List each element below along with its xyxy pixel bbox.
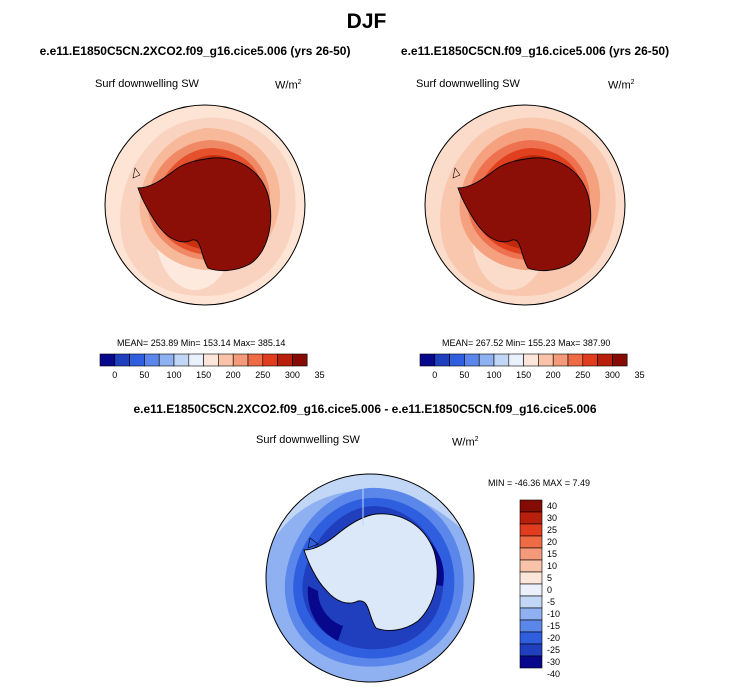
panel-1-colorbar-swatch xyxy=(158,353,175,367)
panel-3-stats: MIN = -46.36 MAX = 7.49 xyxy=(488,478,591,488)
panel-1-colorbar-swatch xyxy=(129,353,145,367)
panel-1-colorbar-tick-label: 150 xyxy=(196,370,211,380)
panel-3-colorbar-swatch xyxy=(519,559,543,573)
panel-2-colorbar-tick-label: 150 xyxy=(516,370,531,380)
panel-3-colorbar-tick-label: -40 xyxy=(547,669,560,678)
panel-3-colorbar-tick-label: -25 xyxy=(547,645,560,655)
panel-1-variable: Surf downwelling SW xyxy=(95,78,199,90)
panel-3-colorbar-swatch xyxy=(519,523,543,537)
panel-3-colorbar-tick-label: 15 xyxy=(547,549,557,559)
panel-1-colorbar-swatch xyxy=(114,353,130,367)
panel-2-variable: Surf downwelling SW xyxy=(416,78,520,90)
panel-3-colorbar-swatch xyxy=(519,595,543,609)
panel-3-colorbar-swatch xyxy=(519,643,543,657)
panel-3-units: W/m2 xyxy=(452,436,479,449)
panel-2-polar-map xyxy=(424,104,626,306)
panel-2-colorbar-swatch xyxy=(464,353,480,367)
panel-2-colorbar-tick-label: 200 xyxy=(546,370,561,380)
panel-1-colorbar-swatch xyxy=(144,353,160,367)
panel-2-colorbar-swatch xyxy=(434,353,450,367)
panel-2-colorbar-swatch xyxy=(597,353,613,367)
panel-1-colorbar-swatch xyxy=(247,353,264,367)
panel-1-colorbar-swatch xyxy=(203,353,219,367)
panel-3-colorbar-tick-label: -5 xyxy=(547,597,555,607)
panel-1-colorbar: 0 50 100 150 200 250 300 350 xyxy=(99,353,325,380)
panel-2-colorbar-swatch xyxy=(449,353,465,367)
panel-3-variable: Surf downwelling SW xyxy=(256,434,360,446)
panel-3-colorbar-swatch xyxy=(519,655,543,669)
panel-1-colorbar-swatch xyxy=(99,353,116,367)
panel-3-polar-map xyxy=(265,473,475,683)
panel-3-colorbar-swatch xyxy=(519,607,543,621)
panel-3-colorbar-swatch xyxy=(519,499,543,513)
panel-1-polar-map xyxy=(104,104,306,306)
panel-3-title: e.e11.E1850C5CN.2XCO2.f09_g16.cice5.006 … xyxy=(133,402,597,416)
panel-2-colorbar-tick-label: 0 xyxy=(432,370,437,380)
panel-1-colorbar-swatch xyxy=(188,353,204,367)
panel-3-colorbar-tick-label: 20 xyxy=(547,537,557,547)
panel-3-colorbar-tick-label: 10 xyxy=(547,561,557,571)
panel-3-colorbar-tick-label: -20 xyxy=(547,633,560,643)
panel-1-colorbar-swatch xyxy=(232,353,249,367)
panel-1-units: W/m2 xyxy=(275,79,302,92)
panel-1-colorbar-swatch xyxy=(173,353,190,367)
panel-1-colorbar-tick-label: 200 xyxy=(226,370,241,380)
panel-2-colorbar-tick-label: 250 xyxy=(575,370,590,380)
panel-2-colorbar-swatch xyxy=(478,353,495,367)
panel-1-stats: MEAN= 253.89 Min= 153.14 Max= 385.14 xyxy=(117,338,286,348)
panel-2-colorbar-tick-label: 100 xyxy=(486,370,501,380)
panel-3-colorbar-swatch xyxy=(519,631,543,645)
panel-2-colorbar: 0 50 100 150 200 250 300 350 xyxy=(419,353,645,380)
panel-3-colorbar-tick-label: -15 xyxy=(547,621,560,631)
panel-2-colorbar-swatch xyxy=(523,353,539,367)
panel-1-colorbar-tick-label: 350 xyxy=(314,370,325,380)
panel-2-colorbar-swatch xyxy=(612,353,628,367)
panel-3-colorbar-tick-label: -10 xyxy=(547,609,560,619)
panel-1-colorbar-swatch xyxy=(262,353,278,367)
panel-2-colorbar-tick-label: 50 xyxy=(459,370,469,380)
panel-3-colorbar-tick-label: 5 xyxy=(547,573,552,583)
panel-2-stats: MEAN= 267.52 Min= 155.23 Max= 387.90 xyxy=(442,338,611,348)
panel-3-colorbar-swatch xyxy=(519,619,543,633)
panel-3-colorbar-swatch xyxy=(519,547,543,561)
panel-2-title: e.e11.E1850C5CN.f09_g16.cice5.006 (yrs 2… xyxy=(400,44,670,58)
panel-1-colorbar-swatch xyxy=(277,353,293,367)
panel-2-colorbar-swatch xyxy=(567,353,584,367)
panel-2-colorbar-tick-label: 300 xyxy=(605,370,620,380)
panel-3-colorbar-swatch xyxy=(519,511,543,525)
panel-3-colorbar-tick-label: 25 xyxy=(547,525,557,535)
panel-2-colorbar-swatch xyxy=(419,353,436,367)
panel-3-colorbar-swatch xyxy=(519,571,543,585)
figure-title: DJF xyxy=(346,10,387,33)
panel-1-colorbar-tick-label: 100 xyxy=(166,370,181,380)
panel-3-colorbar-tick-label: 40 xyxy=(547,501,557,511)
panel-1-colorbar-swatch xyxy=(218,353,234,367)
panel-3-colorbar-swatch xyxy=(519,583,543,597)
panel-1-title: e.e11.E1850C5CN.2XCO2.f09_g16.cice5.006 … xyxy=(39,44,351,58)
panel-3-colorbar-tick-label: -30 xyxy=(547,657,560,667)
panel-2-colorbar-swatch xyxy=(582,353,598,367)
panel-3-colorbar-tick-label: 30 xyxy=(547,513,557,523)
panel-2-colorbar-swatch xyxy=(493,353,510,367)
panel-1-colorbar-tick-label: 300 xyxy=(285,370,300,380)
panel-1-colorbar-tick-label: 50 xyxy=(139,370,149,380)
panel-2-colorbar-tick-label: 350 xyxy=(634,370,645,380)
panel-1-colorbar-tick-label: 0 xyxy=(112,370,117,380)
panel-2-colorbar-swatch xyxy=(552,353,569,367)
panel-2-units: W/m2 xyxy=(608,79,635,92)
panel-2-colorbar-swatch xyxy=(538,353,554,367)
panel-3-colorbar-swatch xyxy=(519,535,543,549)
panel-3-colorbar-tick-label: 0 xyxy=(547,585,552,595)
panel-1-colorbar-swatch xyxy=(292,353,308,367)
panel-2-colorbar-swatch xyxy=(508,353,524,367)
panel-1-colorbar-tick-label: 250 xyxy=(255,370,270,380)
panel-3-colorbar: 40 30 25 20 15 10 5 0 -5 -10 -15 -20 -25 -30 -40 xyxy=(519,499,560,678)
